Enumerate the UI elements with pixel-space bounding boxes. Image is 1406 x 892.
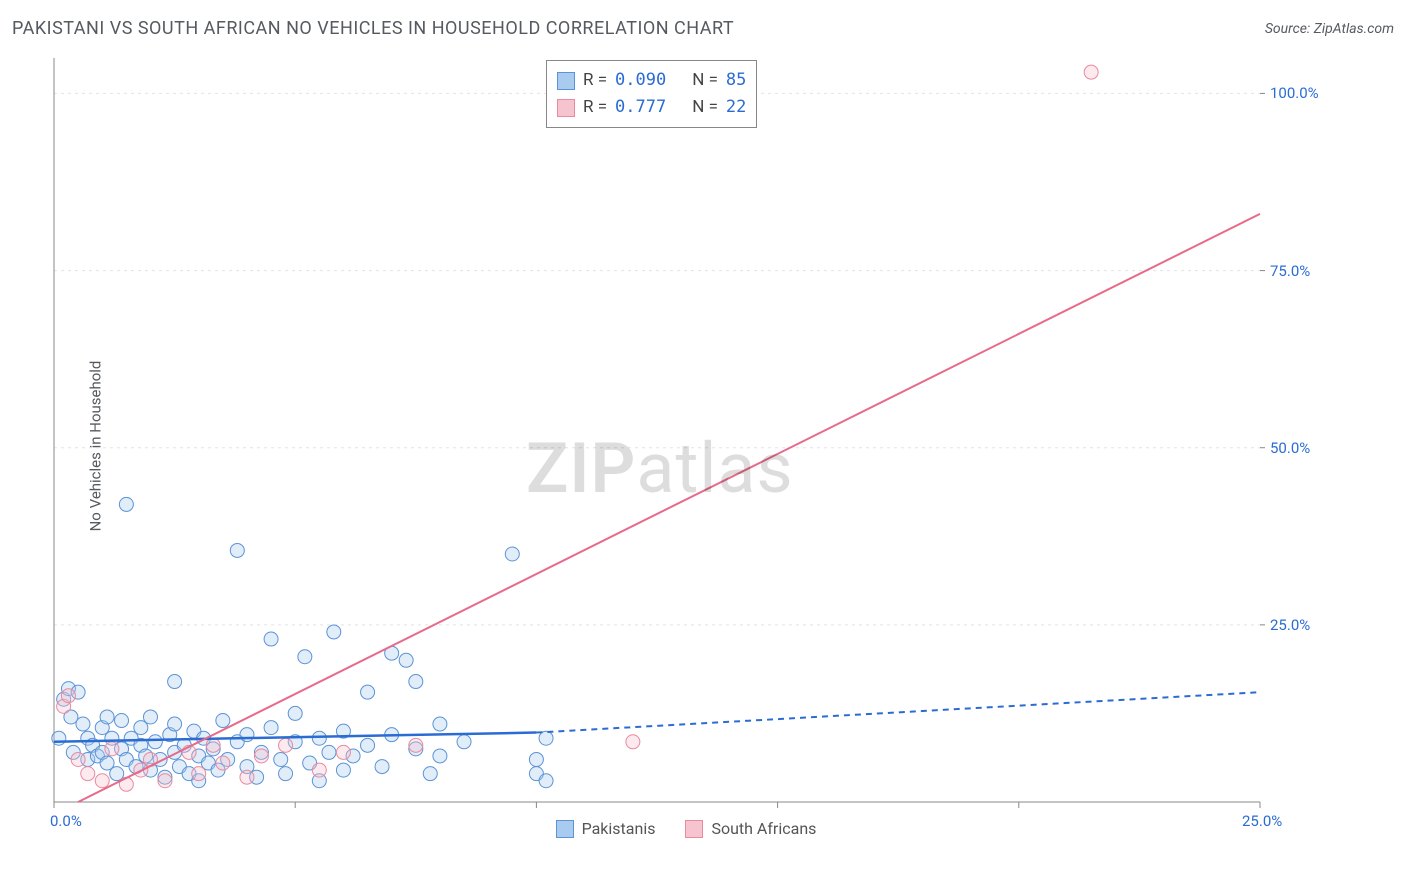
legend-swatch-icon [685,820,703,838]
stat-r-value: 0.090 [615,67,666,94]
chart-svg [46,58,1326,838]
stats-legend-row: R = 0.090 N = 85 [557,67,746,94]
stat-n-label: N = [692,94,718,121]
axis-tick-label: 0.0% [50,812,82,830]
legend-swatch-icon [556,820,574,838]
axis-tick-label: 100.0% [1270,84,1319,102]
chart-title: PAKISTANI VS SOUTH AFRICAN NO VEHICLES I… [12,18,734,39]
legend-label: Pakistanis [582,819,656,838]
legend-item-south-africans: South Africans [685,819,816,838]
stat-r-value: 0.777 [615,94,666,121]
stat-r-label: R = [583,94,607,121]
legend-swatch-icon [557,72,575,90]
stat-n-value: 22 [726,94,746,121]
legend-swatch-icon [557,99,575,117]
stats-legend-box: R = 0.090 N = 85 R = 0.777 N = 22 [546,60,757,128]
stat-n-label: N = [692,67,718,94]
axis-tick-label: 75.0% [1270,262,1310,280]
stat-r-label: R = [583,67,607,94]
series-legend: Pakistanis South Africans [46,819,1326,838]
chart-source: Source: ZipAtlas.com [1265,21,1394,37]
legend-item-pakistanis: Pakistanis [556,819,656,838]
chart-plot-area: R =0.090N =85R =0.777N =22 ZIPatlas Paki… [46,58,1326,838]
axis-tick-label: 25.0% [1242,812,1282,830]
axis-tick-label: 25.0% [1270,616,1310,634]
stat-n-value: 85 [726,67,746,94]
axis-tick-label: 50.0% [1270,439,1310,457]
stats-legend-row: R = 0.777 N = 22 [557,94,746,121]
chart-header: PAKISTANI VS SOUTH AFRICAN NO VEHICLES I… [12,18,1394,39]
legend-label: South Africans [711,819,816,838]
